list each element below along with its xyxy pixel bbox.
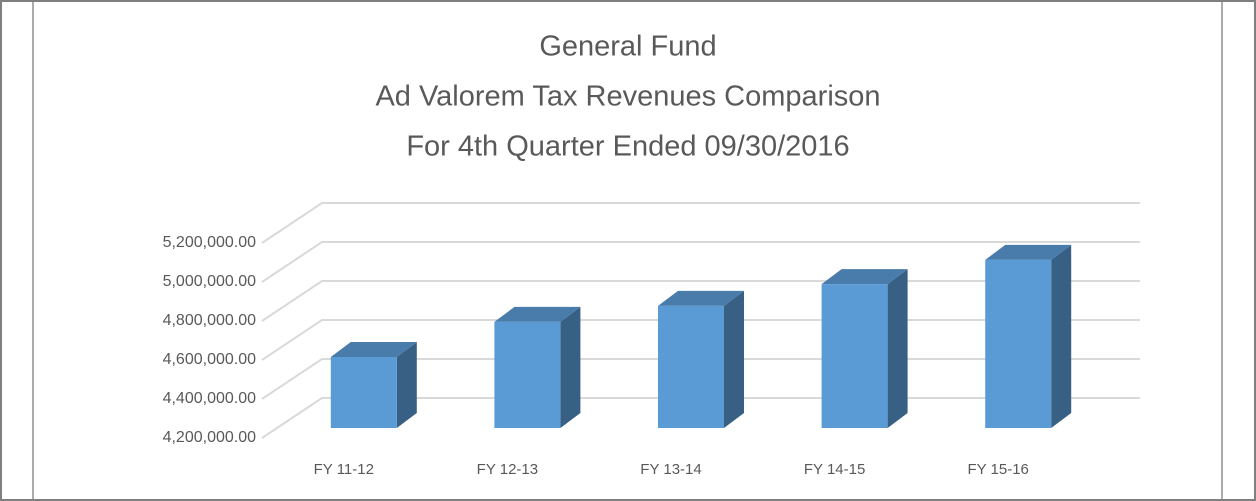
bar-front	[330, 357, 397, 428]
bar-side	[396, 342, 417, 428]
grid-line	[261, 202, 1140, 244]
bar-top	[658, 290, 744, 306]
bar	[658, 290, 744, 428]
bar-top	[985, 244, 1072, 260]
bar-front	[821, 284, 888, 428]
bar-top	[821, 269, 908, 285]
bar-front	[494, 321, 561, 428]
bar	[330, 342, 417, 428]
x-tick-label: FY 15-16	[967, 461, 1028, 478]
bar-front	[658, 305, 724, 428]
y-tick-label: 5,200,000.00	[163, 234, 257, 251]
chart-title: General Fund	[539, 31, 716, 63]
x-tick-label: FY 14-15	[804, 461, 865, 478]
chart-title: For 4th Quarter Ended 09/30/2016	[406, 131, 849, 163]
x-tick-label: FY 13-14	[640, 461, 701, 478]
bar-side	[1051, 244, 1072, 428]
bar	[821, 269, 908, 428]
x-tick-label: FY 11-12	[314, 461, 374, 478]
bar-front	[985, 259, 1052, 428]
bar-top	[330, 342, 417, 358]
bar-side	[724, 290, 744, 428]
bar-top	[494, 306, 581, 322]
bar	[494, 306, 581, 428]
y-tick-label: 5,000,000.00	[163, 273, 257, 290]
y-tick-label: 4,600,000.00	[163, 351, 257, 368]
bar-side	[560, 306, 581, 428]
bar-side	[887, 269, 908, 428]
grid-line	[261, 241, 1140, 283]
y-tick-label: 4,400,000.00	[163, 390, 257, 407]
y-tick-label: 4,800,000.00	[163, 312, 257, 329]
chart-title: Ad Valorem Tax Revenues Comparison	[375, 81, 880, 113]
bar	[985, 244, 1072, 428]
x-tick-label: FY 12-13	[477, 461, 538, 478]
y-tick-label: 4,200,000.00	[163, 429, 257, 446]
